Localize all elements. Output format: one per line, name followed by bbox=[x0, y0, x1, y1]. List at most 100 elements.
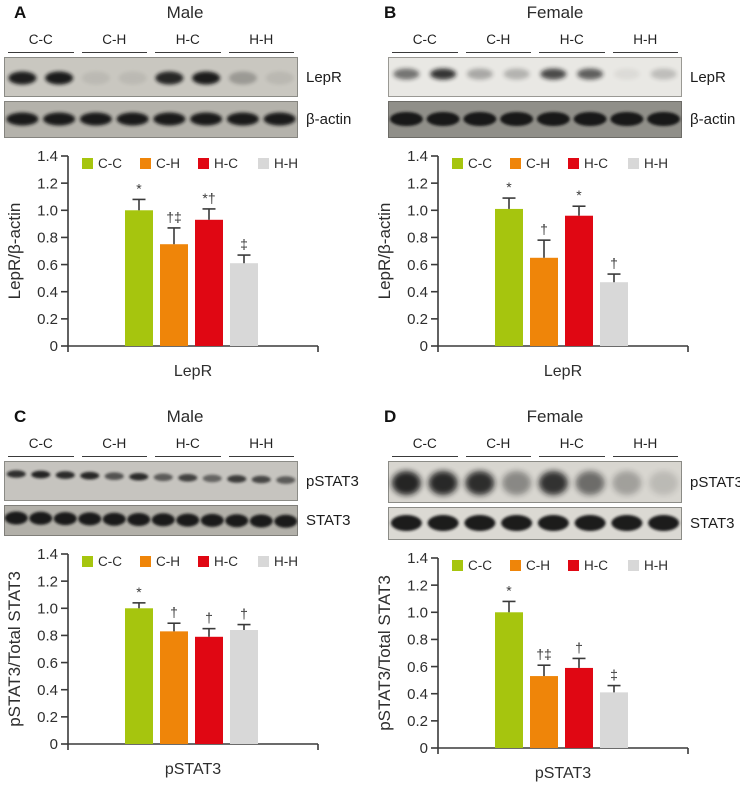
protein-band bbox=[178, 474, 198, 482]
protein-band bbox=[225, 514, 249, 528]
protein-band bbox=[227, 475, 247, 483]
y-tick-label: 1.0 bbox=[37, 600, 58, 617]
lane-group-c-c: C-C bbox=[4, 31, 78, 53]
y-tick-label: 1.4 bbox=[407, 550, 428, 567]
protein-band bbox=[249, 514, 273, 528]
panel-d-header: D Female bbox=[370, 407, 740, 430]
blot-row: LepR bbox=[4, 57, 342, 97]
bar-h-c bbox=[195, 636, 223, 744]
bar-h-c bbox=[195, 219, 223, 346]
significance-marker: ‡ bbox=[610, 667, 618, 683]
protein-band bbox=[575, 471, 605, 495]
legend-swatch-c-h bbox=[140, 158, 151, 169]
y-tick-label: 0.4 bbox=[407, 284, 428, 301]
legend-swatch-h-c bbox=[198, 556, 209, 567]
blot-row: β-actin bbox=[4, 101, 351, 138]
y-tick-label: 0.8 bbox=[407, 230, 428, 247]
legend-swatch-c-c bbox=[82, 556, 93, 567]
significance-marker: * bbox=[576, 187, 582, 203]
blot-label: β-actin bbox=[690, 111, 736, 128]
protein-band bbox=[153, 112, 186, 126]
legend-swatch-c-c bbox=[452, 560, 463, 571]
protein-band bbox=[102, 512, 126, 526]
lane-group-h-h: H-H bbox=[225, 31, 299, 53]
lane-group-label: H-H bbox=[249, 32, 274, 47]
panel-a: A Male C-C C-H H-C H-H LepR β-actin 0 0.2 0.4… bbox=[0, 0, 370, 395]
lane-group-h-c: H-C bbox=[151, 31, 225, 53]
legend-swatch-c-c bbox=[82, 158, 93, 169]
protein-band bbox=[274, 514, 298, 528]
legend-label: H-H bbox=[274, 554, 298, 569]
lane-group-h-c: H-C bbox=[535, 31, 609, 53]
protein-band bbox=[226, 112, 259, 126]
protein-band bbox=[155, 71, 184, 85]
y-tick-label: 0.8 bbox=[37, 230, 58, 247]
lane-underline bbox=[81, 51, 147, 53]
protein-band bbox=[428, 471, 458, 495]
protein-band bbox=[118, 71, 147, 85]
panel-b-blots: C-C C-H H-C H-H LepR β-actin bbox=[388, 31, 735, 138]
protein-band bbox=[176, 513, 200, 527]
lane-group-h-c: H-C bbox=[535, 435, 609, 457]
panel-c-blots: C-C C-H H-C H-H pSTAT3 STAT3 bbox=[4, 435, 359, 536]
protein-band bbox=[466, 68, 493, 80]
protein-band bbox=[151, 513, 175, 527]
lane-group-labels: C-C C-H H-C H-H bbox=[4, 435, 298, 457]
lane-group-label: C-C bbox=[28, 32, 53, 47]
y-axis-label: pSTAT3/Total STAT3 bbox=[5, 571, 24, 727]
legend-swatch-c-h bbox=[140, 556, 151, 567]
protein-band bbox=[228, 71, 257, 85]
lane-underline bbox=[612, 455, 678, 457]
legend-swatch-c-c bbox=[452, 158, 463, 169]
protein-band bbox=[427, 515, 459, 531]
lane-group-label: H-C bbox=[559, 436, 584, 451]
lane-group-label: C-H bbox=[486, 436, 511, 451]
lane-group-c-c: C-C bbox=[388, 31, 462, 53]
y-tick-label: 0.8 bbox=[37, 628, 58, 645]
protein-band bbox=[200, 513, 224, 527]
legend-label: H-C bbox=[584, 156, 608, 171]
protein-band bbox=[611, 515, 643, 531]
legend-label: H-H bbox=[644, 156, 668, 171]
y-tick-label: 0.2 bbox=[37, 311, 58, 328]
bar-h-h bbox=[600, 692, 628, 748]
lane-group-label: H-C bbox=[175, 436, 200, 451]
significance-marker: †‡ bbox=[166, 209, 182, 225]
bar-chart-lepr-male: 0 0.2 0.4 0.6 0.8 1.0 1.2 1.4 LepR/β-actin LepR C-… bbox=[5, 148, 319, 380]
legend-label: C-H bbox=[156, 156, 180, 171]
legend-label: H-C bbox=[214, 554, 238, 569]
significance-marker: † bbox=[170, 604, 178, 620]
y-tick-label: 1.2 bbox=[37, 573, 58, 590]
protein-band bbox=[426, 112, 460, 126]
bar-chart-lepr-female: 0 0.2 0.4 0.6 0.8 1.0 1.2 1.4 LepR/β-actin LepR C-… bbox=[375, 148, 689, 380]
protein-band bbox=[263, 112, 296, 126]
bar-c-h bbox=[160, 244, 188, 346]
panel-d: D Female C-C C-H H-C H-H pSTAT3 STAT3 0 0.2 0… bbox=[370, 395, 740, 790]
y-tick-label: 0 bbox=[50, 736, 58, 753]
panel-title: Male bbox=[166, 407, 204, 426]
protein-band bbox=[648, 515, 680, 531]
bar-h-h bbox=[230, 630, 258, 744]
legend-label: H-C bbox=[584, 558, 608, 573]
bar-c-h bbox=[160, 631, 188, 744]
lane-group-label: H-H bbox=[633, 436, 658, 451]
legend-label: H-C bbox=[214, 156, 238, 171]
protein-band bbox=[647, 112, 681, 126]
panel-a-blots: C-C C-H H-C H-H LepR β-actin bbox=[4, 31, 351, 138]
lane-group-labels: C-C C-H H-C H-H bbox=[388, 435, 682, 457]
y-tick-label: 0.2 bbox=[407, 713, 428, 730]
bar-c-c bbox=[495, 208, 523, 346]
lane-group-label: C-H bbox=[486, 32, 511, 47]
y-tick-label: 1.2 bbox=[37, 175, 58, 192]
beta-actin-blot-image bbox=[388, 101, 682, 138]
lepr-blot-image bbox=[388, 57, 682, 97]
stat3-blot-image bbox=[388, 507, 682, 540]
lane-group-label: C-C bbox=[28, 436, 53, 451]
protein-band bbox=[43, 112, 76, 126]
legend-swatch-h-h bbox=[628, 560, 639, 571]
blot-row: STAT3 bbox=[4, 505, 350, 536]
significance-marker: * bbox=[506, 582, 512, 598]
lane-underline bbox=[539, 455, 605, 457]
protein-band bbox=[503, 68, 530, 80]
lane-underline bbox=[392, 455, 458, 457]
